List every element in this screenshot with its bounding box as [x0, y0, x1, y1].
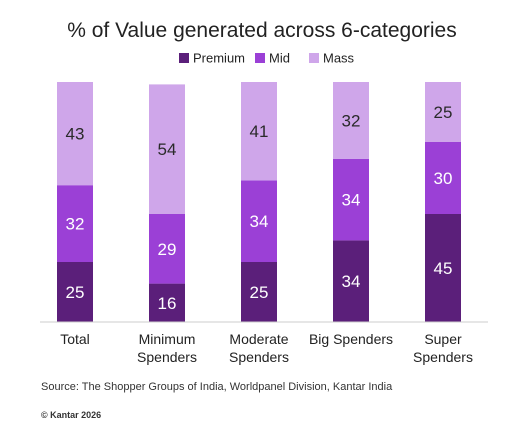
- source-note: Source: The Shopper Groups of India, Wor…: [41, 381, 393, 393]
- data-label-mid-big-spenders: 34: [342, 191, 361, 210]
- data-label-premium-big-spenders: 34: [342, 272, 361, 291]
- bar-mass-super-spenders: [425, 82, 461, 142]
- data-label-premium-moderate-spenders: 25: [250, 283, 269, 302]
- legend-swatch-mid: [255, 53, 265, 63]
- bar-premium-big-spenders: [333, 240, 369, 322]
- bar-mid-big-spenders: [333, 158, 369, 241]
- x-tick-label-big-spenders: Big Spenders: [309, 331, 393, 347]
- bar-mid-minimum-spenders: [149, 214, 185, 284]
- bar-premium-total: [57, 262, 93, 322]
- legend-label-mass: Mass: [323, 51, 355, 66]
- bars-group: 25 32 43 16 29 54 25 34 41 34 34 32 45 30 25: [57, 82, 461, 322]
- legend-swatch-mass: [309, 53, 319, 63]
- bar-mid-moderate-spenders: [241, 180, 277, 262]
- data-label-mass-super-spenders: 25: [434, 103, 453, 122]
- data-label-mid-super-spenders: 30: [434, 169, 453, 188]
- data-label-premium-minimum-spenders: 16: [158, 294, 177, 313]
- legend-label-premium: Premium: [193, 51, 245, 66]
- bar-mass-minimum-spenders: [149, 84, 185, 215]
- bar-mid-total: [57, 185, 93, 262]
- data-label-premium-total: 25: [66, 283, 85, 302]
- x-tick-label-minimum-spenders: Minimum Spenders: [137, 331, 197, 365]
- x-tick-label-moderate-spenders: Moderate Spenders: [229, 331, 289, 365]
- chart-title: % of Value generated across 6-categories: [67, 19, 457, 42]
- x-axis-labels: Total Minimum Spenders Moderate Spenders Big …: [60, 331, 473, 365]
- copyright-note: © Kantar 2026: [41, 410, 101, 420]
- data-label-mid-minimum-spenders: 29: [158, 240, 177, 259]
- data-label-mid-total: 32: [66, 215, 85, 234]
- bar-mid-super-spenders: [425, 142, 461, 214]
- data-label-mass-minimum-spenders: 54: [158, 140, 177, 159]
- bar-mass-big-spenders: [333, 82, 369, 159]
- bar-premium-minimum-spenders: [149, 283, 185, 322]
- data-label-mid-moderate-spenders: 34: [250, 212, 269, 231]
- legend: Premium Mid Mass: [179, 51, 355, 66]
- bar-mass-total: [57, 82, 93, 186]
- x-tick-label-super-spenders: Super Spenders: [413, 331, 473, 365]
- bar-premium-super-spenders: [425, 214, 461, 322]
- legend-swatch-premium: [179, 53, 189, 63]
- x-tick-label-total: Total: [60, 331, 90, 347]
- legend-label-mid: Mid: [269, 51, 290, 66]
- data-label-mass-moderate-spenders: 41: [250, 122, 269, 141]
- bar-premium-moderate-spenders: [241, 262, 277, 322]
- bar-mass-moderate-spenders: [241, 82, 277, 181]
- data-label-mass-total: 43: [66, 125, 85, 144]
- data-label-premium-super-spenders: 45: [434, 259, 453, 278]
- data-label-mass-big-spenders: 32: [342, 111, 361, 130]
